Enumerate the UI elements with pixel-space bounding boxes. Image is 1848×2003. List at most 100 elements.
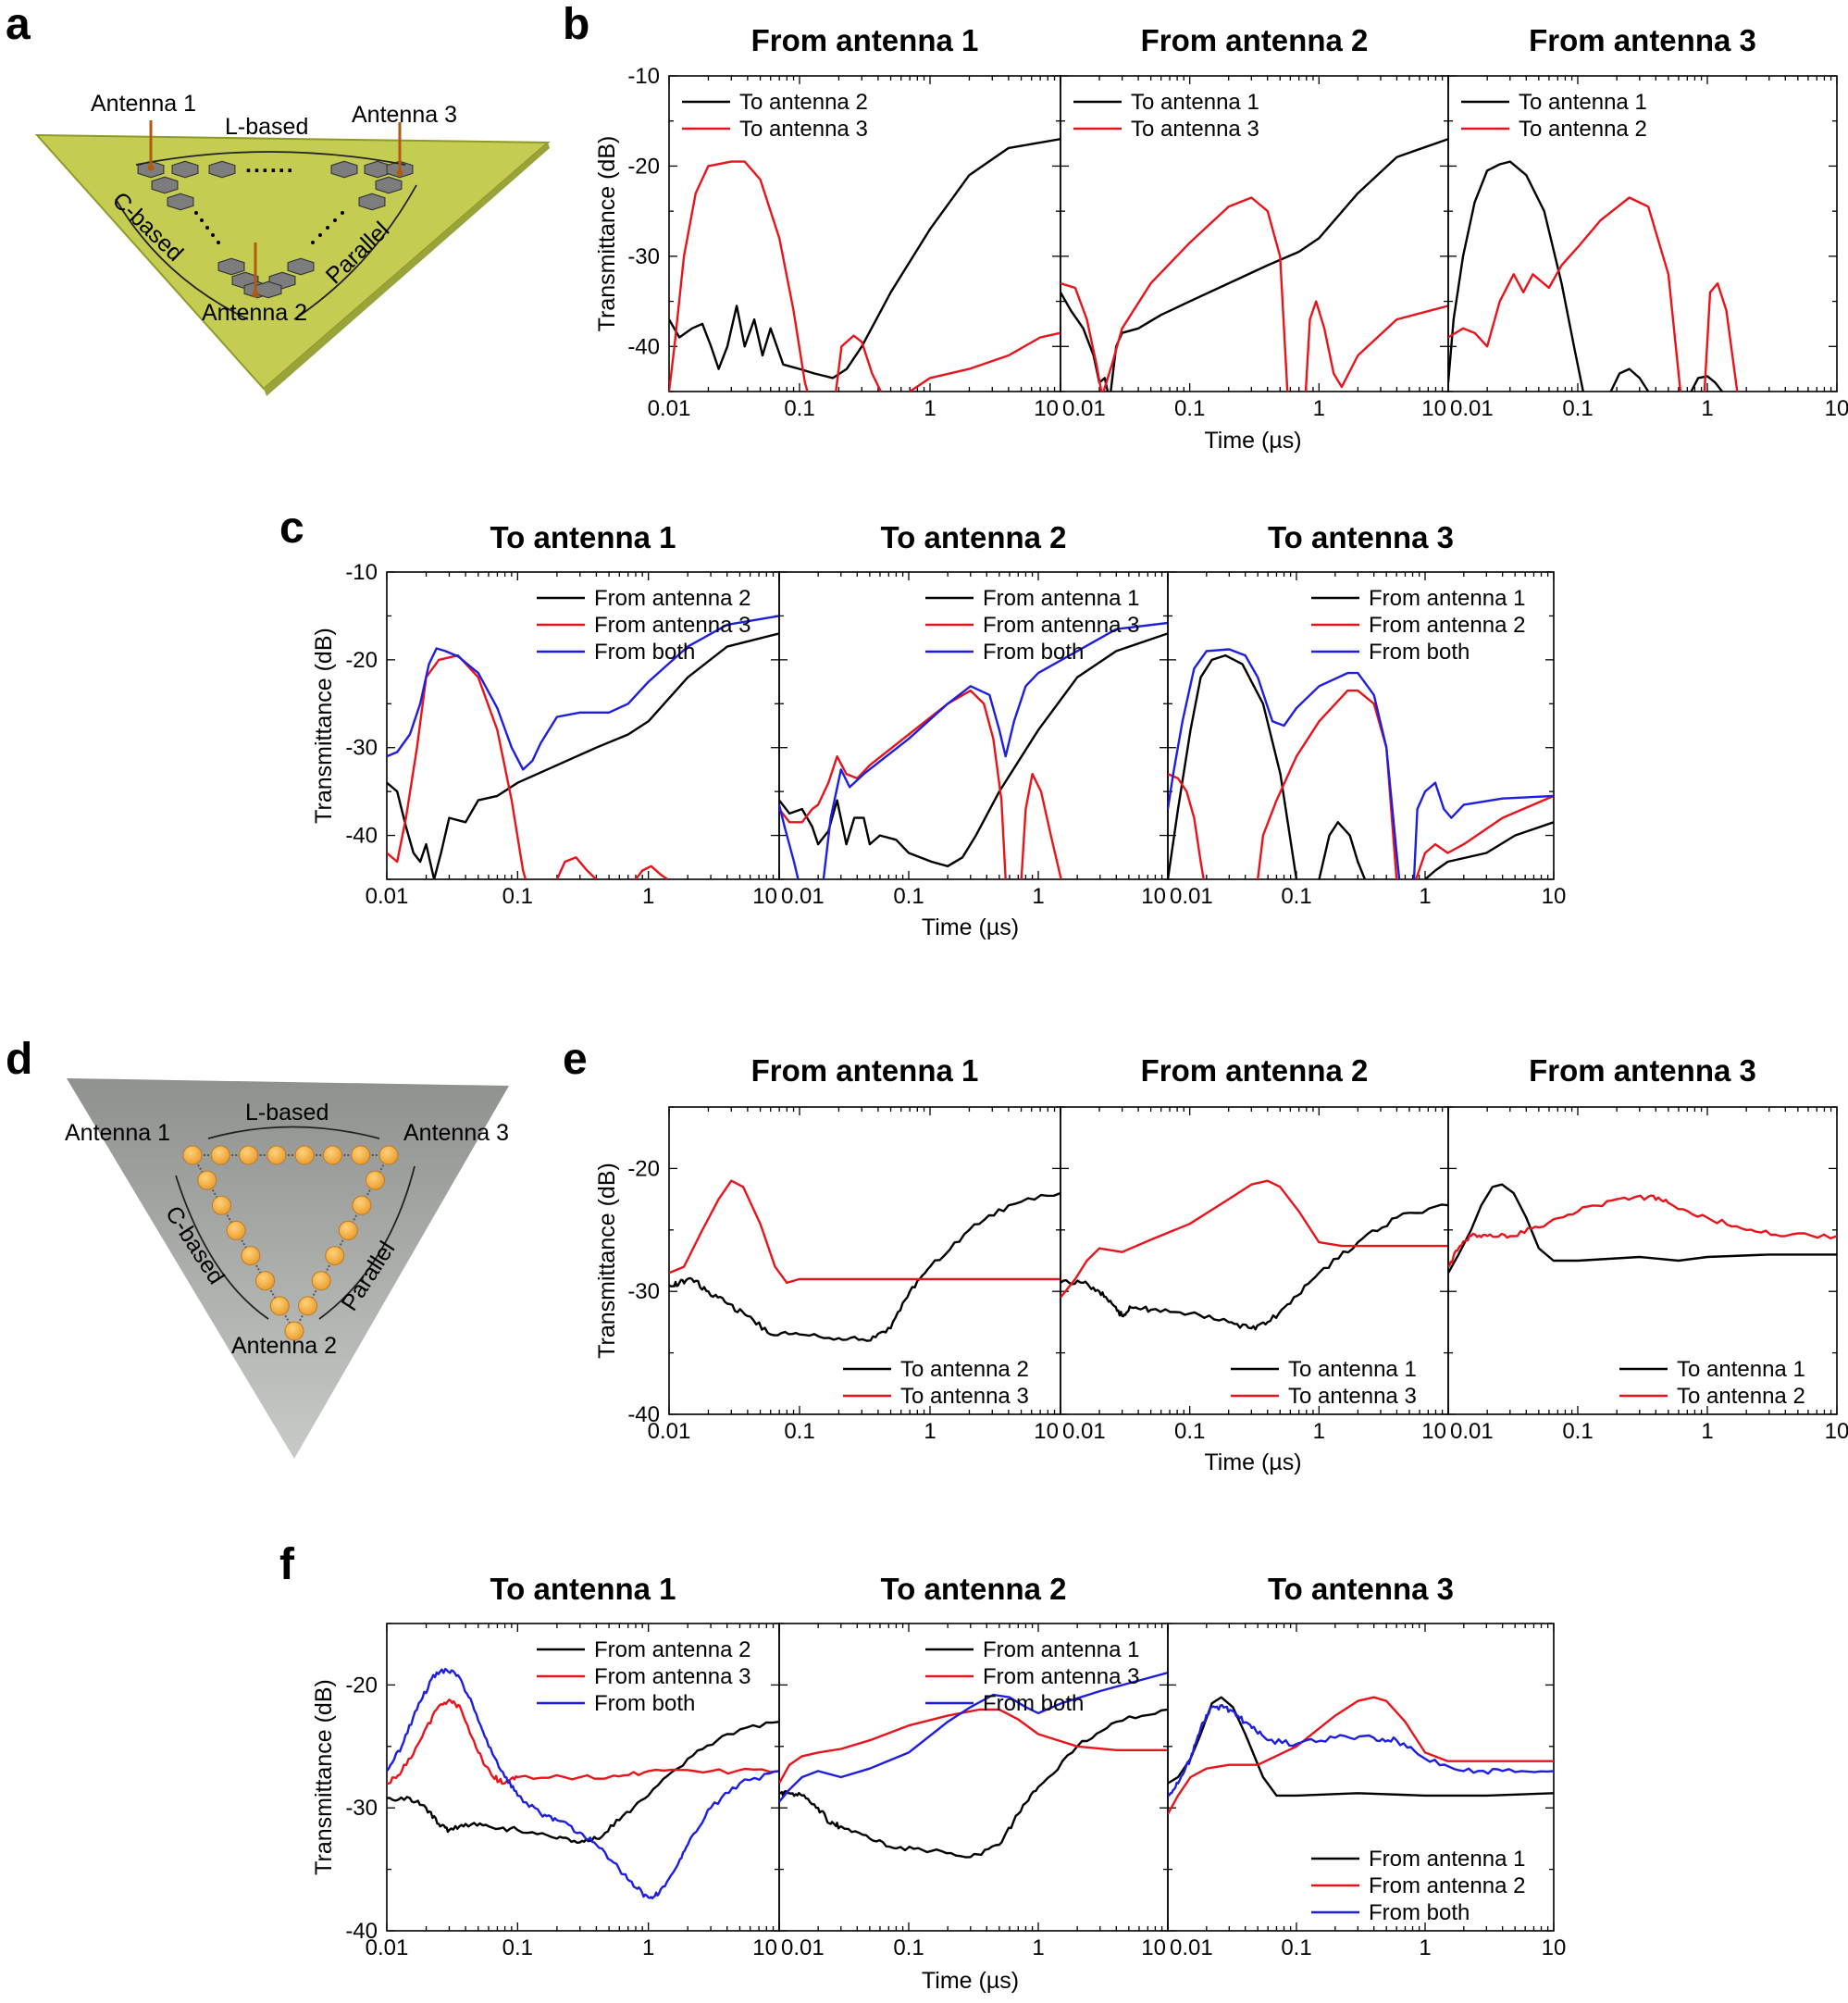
x-tick-label: 10 xyxy=(1542,884,1567,909)
legend-label: From both xyxy=(594,1691,695,1716)
series-line-to-antenna-2 xyxy=(1448,196,1682,392)
series-line-to-antenna-3 xyxy=(669,1179,1060,1285)
legend-label: To antenna 1 xyxy=(1131,90,1259,115)
parallel-arc xyxy=(293,184,417,320)
x-axis-label: Time (µs) xyxy=(1204,1449,1301,1475)
subplot-b-2: From antenna 2 0.01 0.1 1 10 To antenna 1To a… xyxy=(1060,23,1449,421)
x-tick-label: 0.1 xyxy=(502,1935,533,1960)
subplot-title: To antenna 3 xyxy=(1268,1572,1454,1606)
x-tick-label: 0.01 xyxy=(781,1935,825,1960)
subplot-title: To antenna 1 xyxy=(490,520,676,554)
series-line-from-antenna-2 xyxy=(1415,794,1554,879)
resonator-unit xyxy=(182,1145,203,1165)
top-ellipsis: ...... xyxy=(245,152,295,178)
subplot-title: From antenna 1 xyxy=(751,1053,979,1088)
series-line-to-antenna-3 xyxy=(909,331,1060,392)
series-line-to-antenna-1 xyxy=(1448,1183,1837,1274)
hexagon-cell xyxy=(167,193,194,211)
pcb-board-edge xyxy=(264,143,550,396)
x-tick-label: 1 xyxy=(642,1935,654,1960)
resonator-unit xyxy=(351,1145,371,1165)
resonator-unit xyxy=(378,1145,399,1165)
legend-label: From antenna 1 xyxy=(1369,1847,1525,1872)
series-line-from-both xyxy=(779,804,800,879)
legend-label: To antenna 2 xyxy=(1677,1384,1805,1409)
subplot-title: To antenna 2 xyxy=(880,1572,1066,1606)
series-line-from-both xyxy=(387,615,779,771)
resonator-unit xyxy=(226,1220,246,1240)
legend-label: To antenna 1 xyxy=(1519,90,1647,115)
x-tick-label: 1 xyxy=(1313,396,1325,421)
hexagon-cell xyxy=(287,257,315,276)
legend-label: From antenna 2 xyxy=(1369,613,1525,638)
x-tick-label: 0.01 xyxy=(1062,1419,1106,1444)
panel-label-f: f xyxy=(279,1540,295,1589)
y-tick-label: -20 xyxy=(627,154,660,179)
x-tick-label: 10 xyxy=(1034,1419,1059,1444)
legend: To antenna 1To antenna 3 xyxy=(1231,1357,1417,1409)
x-tick-label: 1 xyxy=(1701,396,1713,421)
legend: To antenna 2To antenna 3 xyxy=(682,90,868,142)
series-line-to-antenna-3 xyxy=(1060,196,1289,392)
x-tick-label: 0.1 xyxy=(1281,884,1311,909)
legend-label: From both xyxy=(983,640,1084,665)
chart-b: Transmittance (dB)Time (µs)-10-20-30-40F… xyxy=(594,23,1848,454)
panel-label-c: c xyxy=(279,504,304,553)
legend-label: From both xyxy=(1369,640,1470,665)
charts: Transmittance (dB) Time (µs) -10 -20 -30 -40 F… xyxy=(311,23,1848,1994)
chart-f: Transmittance (dB) Time (µs) -20 -30 -40 To a… xyxy=(311,1572,1566,1994)
hexagon-array xyxy=(137,160,414,299)
y-tick-label: -40 xyxy=(345,824,378,849)
series-line-from-both xyxy=(822,621,1168,879)
antenna-1-feed xyxy=(147,164,155,171)
x-tick-label: 0.1 xyxy=(893,884,924,909)
resonator-unit xyxy=(298,1296,318,1316)
legend-label: To antenna 2 xyxy=(739,90,868,115)
hexagon-cell xyxy=(151,176,179,194)
legend-label: From antenna 3 xyxy=(983,613,1139,638)
legend-label: From antenna 1 xyxy=(1369,586,1525,611)
x-tick-label: 0.01 xyxy=(781,884,825,909)
series-line-from-both xyxy=(1412,781,1554,879)
subplot-title: From antenna 3 xyxy=(1529,23,1756,57)
series-line-from-antenna-1 xyxy=(1318,821,1367,879)
chart-e: Transmittance (dB) Time (µs) -20 -30 -40 From… xyxy=(594,1053,1848,1475)
x-tick-label: 0.1 xyxy=(1562,396,1593,421)
series-line-to-antenna-1 xyxy=(1690,375,1723,392)
resonator-unit xyxy=(352,1195,372,1215)
x-tick-label: 1 xyxy=(642,884,654,909)
resonator-unit xyxy=(267,1145,287,1165)
y-tick-label: -30 xyxy=(627,1279,660,1304)
panel-label-d: d xyxy=(6,1035,32,1084)
legend-label: To antenna 3 xyxy=(1131,117,1259,142)
hexagon-cell xyxy=(358,193,386,211)
x-tick-label: 10 xyxy=(1825,396,1848,421)
x-tick-label: 0.01 xyxy=(1170,884,1213,909)
x-tick-label: 0.1 xyxy=(893,1935,924,1960)
x-tick-label: 0.1 xyxy=(502,884,533,909)
x-tick-label: 10 xyxy=(1034,396,1059,421)
y-tick-label: -10 xyxy=(345,560,378,585)
y-axis-label: Transmittance (dB) xyxy=(311,628,337,824)
x-tick-label: 0.1 xyxy=(1174,396,1205,421)
x-tick-label: 1 xyxy=(1419,884,1431,909)
resonator-unit xyxy=(284,1321,304,1341)
antenna-1-label: Antenna 1 xyxy=(91,91,196,117)
x-tick-label: 0.01 xyxy=(1450,396,1494,421)
hexagon-cell xyxy=(217,257,245,276)
l-based-label: L-based xyxy=(245,1100,329,1126)
subplot-title: From antenna 3 xyxy=(1529,1053,1756,1088)
series-line-from-antenna-3 xyxy=(779,689,1007,879)
y-tick-label: -20 xyxy=(345,648,378,673)
subplot-title: To antenna 1 xyxy=(490,1572,676,1606)
hexagon-cell xyxy=(254,280,282,299)
series-line-from-antenna-3 xyxy=(387,1698,779,1785)
